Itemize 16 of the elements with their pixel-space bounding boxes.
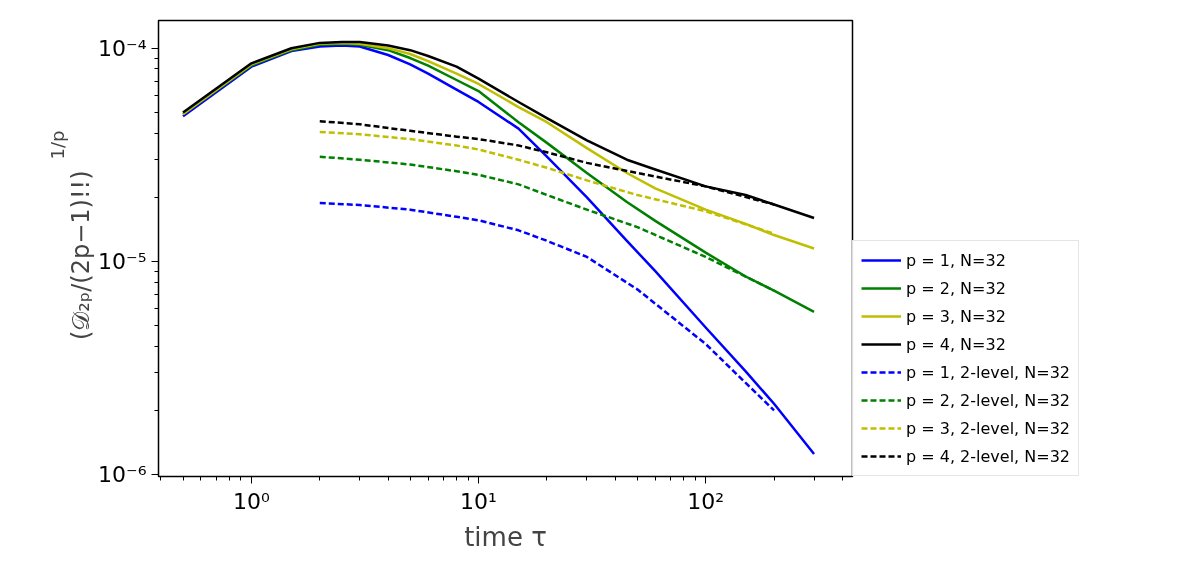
legend-label: p = 4, N=32 <box>906 333 1006 355</box>
y-tick-label: 10⁻⁴ <box>98 35 147 61</box>
y-axis-title: (𝒟₂ₚ/(2p−1)!!)1/p <box>46 130 95 341</box>
legend-label: p = 2, N=32 <box>906 277 1006 299</box>
legend-label: p = 1, N=32 <box>906 249 1006 271</box>
legend-label: p = 2, 2-level, N=32 <box>906 389 1070 411</box>
legend-label: p = 3, N=32 <box>906 305 1006 327</box>
x-tick-label: 10¹ <box>460 488 497 514</box>
y-tick-label: 10⁻⁵ <box>98 248 147 274</box>
legend-label: p = 4, 2-level, N=32 <box>906 445 1070 467</box>
x-tick-label: 10² <box>687 488 725 514</box>
x-tick-label: 10⁰ <box>232 488 270 514</box>
legend-label: p = 3, 2-level, N=32 <box>906 417 1070 439</box>
x-axis-title: time τ <box>464 521 547 552</box>
y-tick-label: 10⁻⁶ <box>98 462 147 488</box>
legend-label: p = 1, 2-level, N=32 <box>906 361 1070 383</box>
